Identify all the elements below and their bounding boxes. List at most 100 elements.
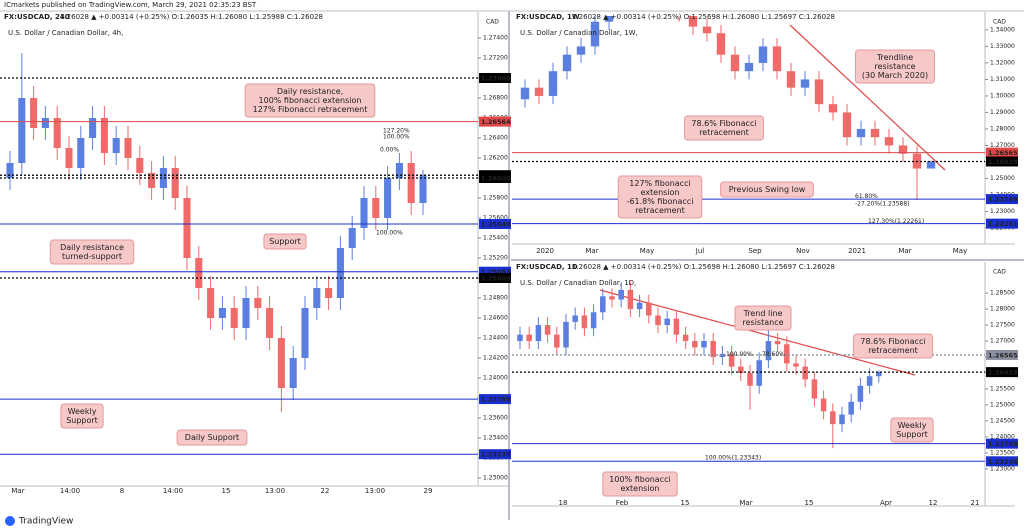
annotation-text: Support	[269, 237, 301, 246]
quote: 1.26028 ▲ +0.00314 (+0.25%) O:1.25698 H:…	[572, 263, 835, 271]
candle-body	[407, 163, 415, 203]
price-level-label: 1.26028	[988, 158, 1018, 166]
candle-body	[372, 198, 380, 218]
candle-body	[313, 288, 321, 308]
annotation-box	[734, 305, 792, 331]
y-tick-label: 1.24200	[483, 355, 508, 362]
candle-body	[774, 341, 781, 345]
price-level-tag	[479, 449, 511, 460]
annotation-text: Weekly	[898, 421, 927, 430]
price-level-tag	[479, 273, 511, 283]
price-level-tag	[986, 147, 1018, 158]
candle-body	[572, 315, 578, 322]
y-tick-label: 1.24500	[990, 417, 1015, 424]
y-tick-label: 1.26800	[483, 95, 508, 102]
candle-body	[692, 341, 698, 348]
y-tick-label: 1.25000	[990, 175, 1015, 182]
candle-body	[581, 315, 588, 329]
x-tick-label: May	[640, 247, 654, 255]
quote: 1.26028 ▲ +0.00314 (+0.25%) O:1.25698 H:…	[572, 13, 835, 21]
annotation-box	[853, 333, 933, 359]
candle-body	[218, 308, 226, 318]
annotation-box	[855, 49, 935, 84]
price-level-tag	[986, 438, 1018, 449]
price-level-label: 1.23789	[988, 440, 1018, 448]
currency: CAD	[993, 269, 1006, 276]
annotation-text: 78.6% Fibonacci	[691, 119, 756, 128]
candle-body	[800, 79, 810, 88]
fib-label: 127.20%	[383, 128, 410, 135]
quote: 1.26028 ▲ +0.00314 (+0.25%) O:1.26035 H:…	[60, 13, 323, 21]
candle-body	[609, 296, 615, 300]
candle-body	[744, 62, 754, 72]
x-tick-label: Nov	[796, 247, 810, 255]
candle-body	[876, 372, 882, 377]
candle-body	[688, 16, 698, 27]
x-tick-label: 2021	[848, 247, 866, 255]
y-tick-label: 1.23500	[990, 449, 1015, 456]
fib-label: 127.30%(1.22261)	[868, 218, 924, 225]
y-tick-label: 1.24800	[483, 295, 508, 302]
annotation-text: 127% Fibonacci retracement	[253, 105, 368, 114]
price-level-label: 1.26000	[481, 175, 511, 183]
x-tick-label: 8	[120, 487, 124, 495]
y-tick-label: 1.24000	[990, 433, 1015, 440]
x-tick-label: Mar	[585, 247, 598, 255]
logo-icon	[5, 516, 15, 526]
x-tick-label: 14:00	[163, 487, 183, 495]
y-tick-label: 1.32000	[990, 59, 1015, 66]
candle-body	[77, 138, 85, 168]
price-level-label: 1.23789	[481, 396, 511, 404]
annotation-box	[176, 429, 248, 446]
candle-body	[926, 161, 936, 169]
x-tick-label: 13:00	[365, 487, 385, 495]
x-tick-label: 15	[222, 487, 231, 495]
annotation-box	[890, 417, 934, 443]
x-tick-label: 12	[929, 499, 938, 507]
x-tick-label: 22	[321, 487, 330, 495]
currency: CAD	[993, 19, 1006, 26]
subtitle: U.S. Dollar / Canadian Dollar, 4h,	[8, 29, 123, 37]
candle-body	[526, 334, 532, 342]
candle-body	[419, 175, 427, 203]
annotation-text: Previous Swing low	[729, 185, 806, 194]
candle-body	[673, 318, 680, 335]
annotation-text: retracement	[868, 346, 918, 355]
price-level-tag	[479, 116, 511, 127]
candle-body	[820, 398, 827, 412]
annotation-text: Support	[896, 430, 928, 439]
candle-body	[842, 112, 852, 138]
fib-label: 100.00%	[376, 230, 403, 237]
candle-body	[534, 87, 544, 96]
candle-body	[604, 16, 614, 22]
fib-label: 100.00%(1.23343)	[705, 455, 761, 462]
y-tick-label: 1.25200	[483, 255, 508, 262]
price-level-label: 1.22261	[988, 220, 1018, 228]
candle-body	[848, 401, 854, 415]
candle-body	[728, 353, 735, 367]
candle-body	[41, 118, 49, 128]
x-tick-label: Sep	[748, 247, 762, 255]
annotation-text: 78.6% Fibonacci	[860, 337, 925, 346]
candle-body	[520, 87, 530, 100]
candle-body	[716, 33, 726, 55]
y-tick-label: 1.25800	[483, 195, 508, 202]
price-level-label: 1.25000	[481, 275, 511, 283]
candle-body	[576, 46, 586, 55]
candle-body	[830, 411, 836, 425]
y-tick-label: 1.25500	[990, 385, 1015, 392]
price-level-label: 1.25063	[481, 268, 511, 276]
annotation-text: resistance	[874, 62, 915, 71]
candle-body	[183, 198, 191, 258]
annotation-text: 100% fibonacci	[609, 475, 670, 484]
candle-body	[870, 128, 880, 138]
annotation-text: 127% fibonacci	[629, 179, 690, 188]
candle-body	[646, 302, 652, 316]
annotation-box	[617, 175, 703, 219]
candle-body	[563, 321, 569, 348]
annotation-text: -61.8% fibonacci	[627, 197, 694, 206]
symbol: FX:USDCAD, 1W	[516, 13, 580, 21]
candle-body	[839, 414, 845, 425]
candle-body	[857, 385, 864, 402]
y-tick-label: 1.29000	[990, 109, 1015, 116]
